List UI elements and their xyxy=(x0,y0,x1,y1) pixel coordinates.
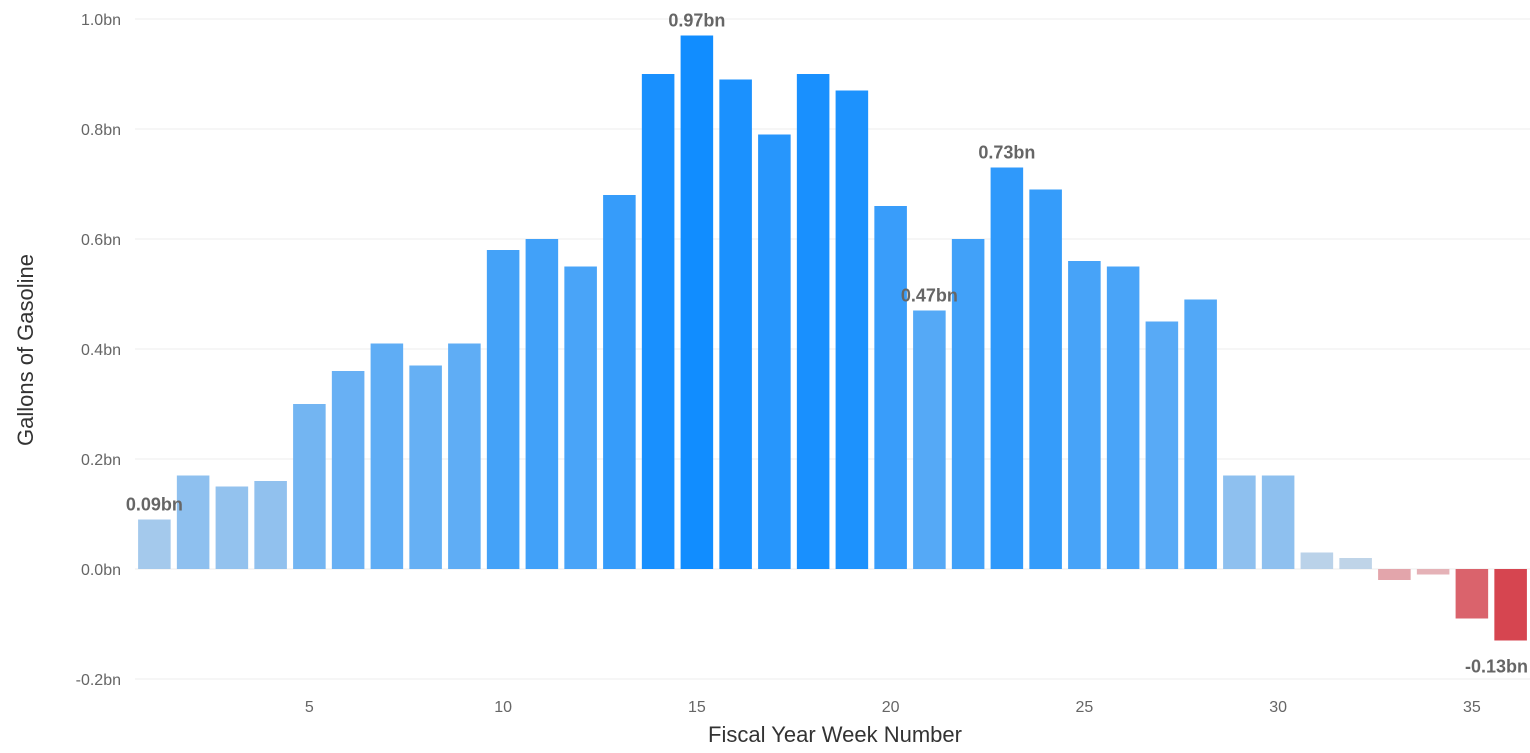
bar[interactable] xyxy=(603,195,636,569)
y-tick-label: 0.4bn xyxy=(81,342,121,359)
bar[interactable] xyxy=(409,365,442,570)
bar[interactable] xyxy=(1378,569,1411,580)
x-tick-label: 5 xyxy=(305,699,314,716)
data-label: 0.47bn xyxy=(901,286,958,306)
x-tick-label: 20 xyxy=(882,699,900,716)
bar[interactable] xyxy=(1223,475,1256,570)
data-label: 0.09bn xyxy=(126,495,183,515)
bar[interactable] xyxy=(796,74,830,569)
bar[interactable] xyxy=(215,486,249,570)
bar[interactable] xyxy=(758,134,791,570)
bar[interactable] xyxy=(680,35,714,570)
bar[interactable] xyxy=(370,343,404,570)
bar[interactable] xyxy=(331,371,365,569)
x-tick-label: 25 xyxy=(1075,699,1093,716)
bar[interactable] xyxy=(1300,552,1334,570)
bar[interactable] xyxy=(1455,569,1489,619)
bars xyxy=(138,35,1527,641)
y-axis-title: Gallons of Gasoline xyxy=(13,254,38,446)
y-tick-label: 0.0bn xyxy=(81,562,121,579)
x-tick-label: 15 xyxy=(688,699,706,716)
bar[interactable] xyxy=(1145,321,1179,570)
x-axis-ticks: 5 10 15 20 25 30 35 xyxy=(305,699,1481,716)
bar[interactable] xyxy=(1029,189,1062,570)
data-label: 0.97bn xyxy=(668,11,725,31)
bar[interactable] xyxy=(1494,569,1527,641)
y-tick-label: 0.8bn xyxy=(81,122,121,139)
data-label: -0.13bn xyxy=(1465,657,1528,677)
gridlines xyxy=(135,18,1530,680)
x-axis-title: Fiscal Year Week Number xyxy=(708,722,962,747)
bar[interactable] xyxy=(564,266,597,570)
bar[interactable] xyxy=(1339,558,1372,569)
bar[interactable] xyxy=(835,90,869,570)
y-tick-label: 1.0bn xyxy=(81,12,121,29)
bar[interactable] xyxy=(525,239,559,569)
bar[interactable] xyxy=(176,475,210,570)
bar[interactable] xyxy=(138,519,171,570)
x-tick-label: 30 xyxy=(1269,699,1287,716)
bar[interactable] xyxy=(951,239,985,569)
bar[interactable] xyxy=(486,250,520,569)
bar[interactable] xyxy=(913,310,946,570)
y-axis-ticks: -0.2bn 0.0bn 0.2bn 0.4bn 0.6bn 0.8bn 1.0bn xyxy=(76,12,121,689)
bar[interactable] xyxy=(448,343,481,570)
bar[interactable] xyxy=(1068,261,1101,569)
bar[interactable] xyxy=(874,206,907,569)
bar[interactable] xyxy=(254,481,287,569)
x-tick-label: 35 xyxy=(1463,699,1481,716)
bar[interactable] xyxy=(719,79,752,570)
x-tick-label: 10 xyxy=(494,699,512,716)
bar[interactable] xyxy=(293,404,326,569)
bar[interactable] xyxy=(990,167,1024,570)
y-tick-label: 0.6bn xyxy=(81,232,121,249)
bar[interactable] xyxy=(1261,475,1295,570)
bar[interactable] xyxy=(1106,266,1140,570)
bar[interactable] xyxy=(1184,299,1217,570)
data-label: 0.73bn xyxy=(978,143,1035,163)
bar[interactable] xyxy=(641,74,675,569)
y-tick-label: 0.2bn xyxy=(81,452,121,469)
data-labels: 0.09bn 0.97bn 0.47bn 0.73bn -0.13bn xyxy=(126,11,1528,677)
y-tick-label: -0.2bn xyxy=(76,672,121,689)
bar[interactable] xyxy=(1416,569,1450,575)
